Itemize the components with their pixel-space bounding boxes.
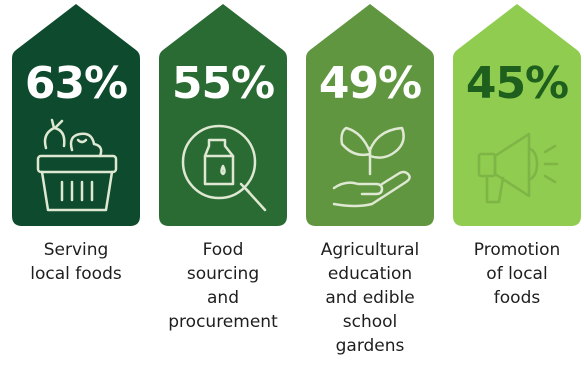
basket-of-vegetables-icon xyxy=(36,118,118,212)
card-label: Promotion of local foods xyxy=(473,240,561,308)
house-shape-badge xyxy=(12,4,140,226)
stat-card-serving-local-foods: 63% Serving local foods xyxy=(10,0,142,284)
stat-card-food-sourcing: 55% Food sourcing and procurement xyxy=(157,0,289,332)
card-label: Food sourcing and procurement xyxy=(168,240,278,332)
card-label: Agricultural education and edible school… xyxy=(320,240,420,356)
house-shape-badge xyxy=(453,4,581,226)
house-shape-badge xyxy=(306,4,434,226)
card-label: Serving local foods xyxy=(30,240,122,284)
magnifier-milk-carton-icon xyxy=(181,124,267,212)
hand-holding-sprout-icon xyxy=(332,126,411,208)
percent-value: 49% xyxy=(318,58,422,109)
stat-card-promotion-local-foods: 45% Promotion of local foods xyxy=(451,0,583,308)
stat-card-agricultural-education: 49% Agricultural education and edible sc… xyxy=(304,0,436,356)
megaphone-icon xyxy=(477,132,559,204)
percent-value: 63% xyxy=(24,58,128,109)
percent-value: 55% xyxy=(171,58,275,109)
percent-value: 45% xyxy=(465,58,569,109)
